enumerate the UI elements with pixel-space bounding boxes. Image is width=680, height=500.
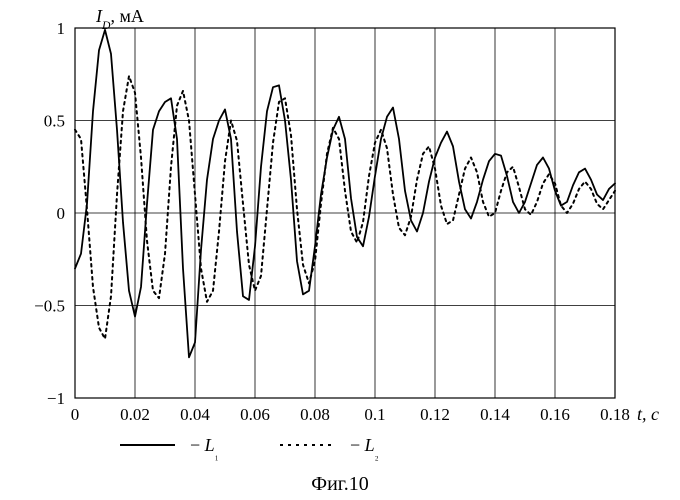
chart-background	[0, 0, 680, 500]
x-tick-label: 0	[71, 405, 80, 424]
y-tick-label: 0	[57, 204, 66, 223]
x-tick-label: 0.12	[420, 405, 450, 424]
x-axis-label: t, с	[637, 404, 659, 424]
x-tick-label: 0.02	[120, 405, 150, 424]
y-tick-label: 1	[57, 19, 66, 38]
oscillation-chart: −1 −0.5 0 0.5 1 0 0.02 0.04 0.06 0.08 0.1 0.12 0.14…	[0, 0, 680, 500]
x-tick-label: 0.1	[364, 405, 385, 424]
y-tick-label: −0.5	[34, 297, 65, 316]
x-tick-label: 0.18	[600, 405, 630, 424]
y-tick-label: −1	[47, 389, 65, 408]
x-tick-label: 0.16	[540, 405, 570, 424]
x-tick-label: 0.06	[240, 405, 270, 424]
y-tick-label: 0.5	[44, 112, 65, 131]
x-tick-label: 0.04	[180, 405, 210, 424]
x-tick-label: 0.08	[300, 405, 330, 424]
x-tick-label: 0.14	[480, 405, 510, 424]
figure-caption: Фиг.10	[311, 473, 368, 495]
